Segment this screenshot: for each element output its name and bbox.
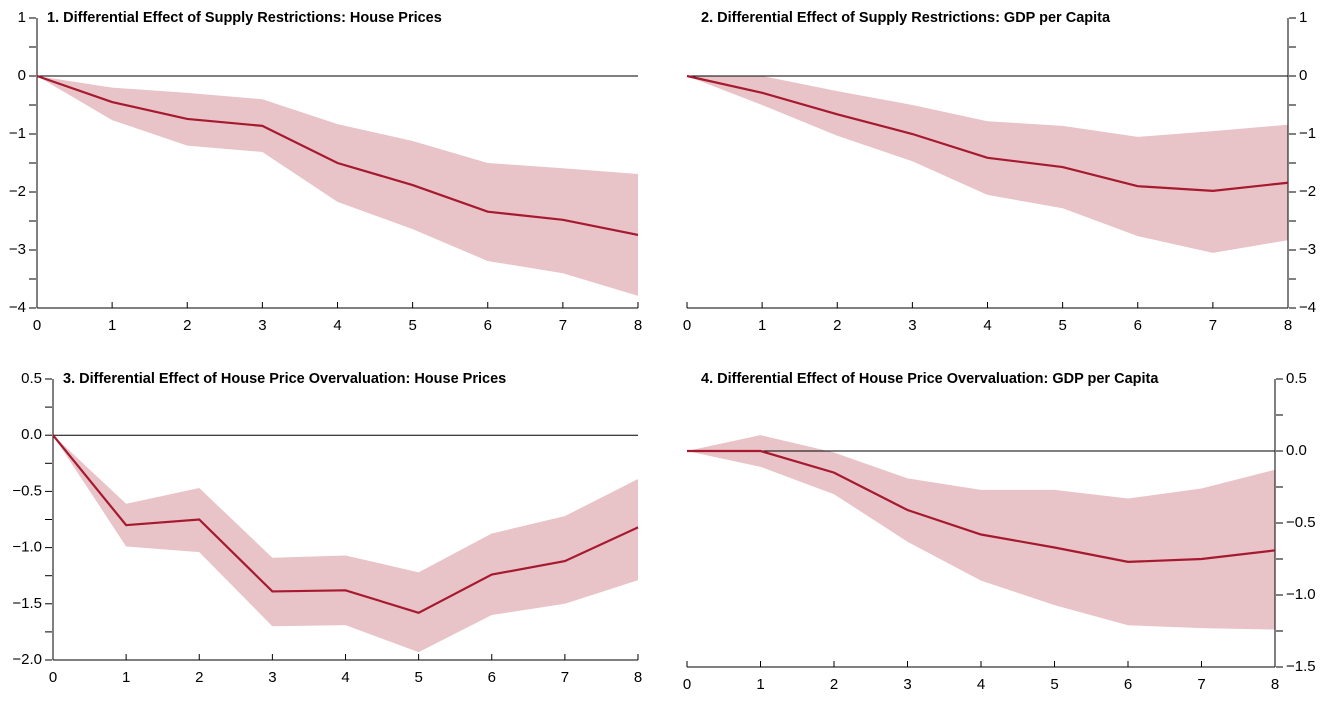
x-tick-label: 7 — [561, 669, 569, 686]
y-tick-label: 0 — [1299, 67, 1307, 84]
y-tick-label: 0.5 — [21, 370, 42, 387]
x-tick-label: 3 — [268, 669, 276, 686]
panel: −4 −3 −2 −1 0 1 0 1 2 3 4 5 6 7 8 1. Differential Effec… — [9, 9, 642, 334]
x-tick-label: 6 — [488, 669, 496, 686]
x-tick-label: 2 — [195, 669, 203, 686]
data-line — [686, 74, 1289, 192]
x-tick-label: 5 — [414, 669, 422, 686]
panel: −1.5 −1.0 −0.5 0.0 0.5 0 1 2 3 4 5 6 7 8 4. Differenti… — [683, 370, 1316, 693]
x-tick-label: 5 — [1058, 317, 1066, 334]
x-tick-label: 8 — [634, 317, 642, 334]
panel-title: 3. Differential Effect of House Price Ov… — [63, 371, 506, 387]
x-tick-label: 0 — [33, 317, 41, 334]
x-tick-label: 8 — [1271, 676, 1279, 693]
y-tick-label: −0.5 — [12, 482, 42, 499]
x-tick-label: 4 — [341, 669, 349, 686]
y-tick-label: 0.5 — [1286, 370, 1307, 387]
y-tick-label: −3 — [1299, 241, 1316, 258]
x-tick-label: 5 — [408, 317, 416, 334]
confidence-band — [687, 435, 1275, 630]
data-line — [52, 434, 639, 614]
x-tick-label: 8 — [1284, 317, 1292, 334]
x-tick-label: 1 — [758, 317, 766, 334]
x-tick-label: 8 — [634, 669, 642, 686]
data-line — [687, 449, 1276, 563]
x-tick-label: 0 — [683, 676, 691, 693]
y-tick-label: −1 — [1299, 125, 1316, 142]
x-tick-label: 2 — [830, 676, 838, 693]
y-tick-label: −1.0 — [12, 539, 42, 556]
x-tick-label: 6 — [1134, 317, 1142, 334]
y-tick-label: −3 — [9, 241, 26, 258]
x-tick-label: 3 — [903, 676, 911, 693]
y-tick-label: 0.0 — [21, 426, 42, 443]
panel-title: 2. Differential Effect of Supply Restric… — [701, 10, 1111, 26]
y-tick-label: −1.5 — [12, 595, 42, 612]
y-tick-label: 0 — [18, 67, 26, 84]
y-tick-label: −1 — [9, 125, 26, 142]
y-tick-label: −2 — [9, 183, 26, 200]
x-tick-label: 6 — [484, 317, 492, 334]
x-tick-label: 7 — [1197, 676, 1205, 693]
x-tick-label: 6 — [1124, 676, 1132, 693]
y-tick-label: −1.0 — [1286, 586, 1316, 603]
x-tick-label: 2 — [183, 317, 191, 334]
y-tick-label: 0.0 — [1286, 442, 1307, 459]
x-tick-label: 7 — [1209, 317, 1217, 334]
confidence-band — [37, 76, 638, 296]
x-tick-label: 3 — [908, 317, 916, 334]
y-tick-label: 1 — [18, 9, 26, 26]
confidence-band — [53, 435, 638, 653]
confidence-band — [687, 76, 1288, 253]
x-tick-label: 7 — [559, 317, 567, 334]
y-tick-label: −4 — [1299, 299, 1316, 316]
panel-title: 1. Differential Effect of Supply Restric… — [47, 10, 442, 26]
y-tick-label: −1.5 — [1286, 658, 1316, 675]
x-tick-label: 2 — [833, 317, 841, 334]
y-tick-label: 1 — [1299, 9, 1307, 26]
y-tick-label: −2.0 — [12, 651, 42, 668]
x-tick-label: 0 — [49, 669, 57, 686]
x-tick-label: 3 — [258, 317, 266, 334]
x-tick-label: 0 — [683, 317, 691, 334]
panel-title: 4. Differential Effect of House Price Ov… — [701, 371, 1159, 387]
data-line — [36, 74, 639, 236]
x-tick-label: 4 — [333, 317, 341, 334]
y-tick-label: −2 — [1299, 183, 1316, 200]
x-tick-label: 5 — [1050, 676, 1058, 693]
panel: −4 −3 −2 −1 0 1 0 1 2 3 4 5 6 7 8 2. Differential Effec… — [683, 9, 1316, 334]
panel: −2.0 −1.5 −1.0 −0.5 0.0 0.5 0 1 2 3 4 5 6 7 8 3. Differ… — [12, 370, 642, 686]
x-tick-label: 4 — [983, 317, 991, 334]
x-tick-label: 4 — [977, 676, 985, 693]
y-tick-label: −4 — [9, 299, 26, 316]
x-tick-label: 1 — [122, 669, 130, 686]
x-tick-label: 1 — [108, 317, 116, 334]
y-tick-label: −0.5 — [1286, 514, 1316, 531]
x-tick-label: 1 — [756, 676, 764, 693]
